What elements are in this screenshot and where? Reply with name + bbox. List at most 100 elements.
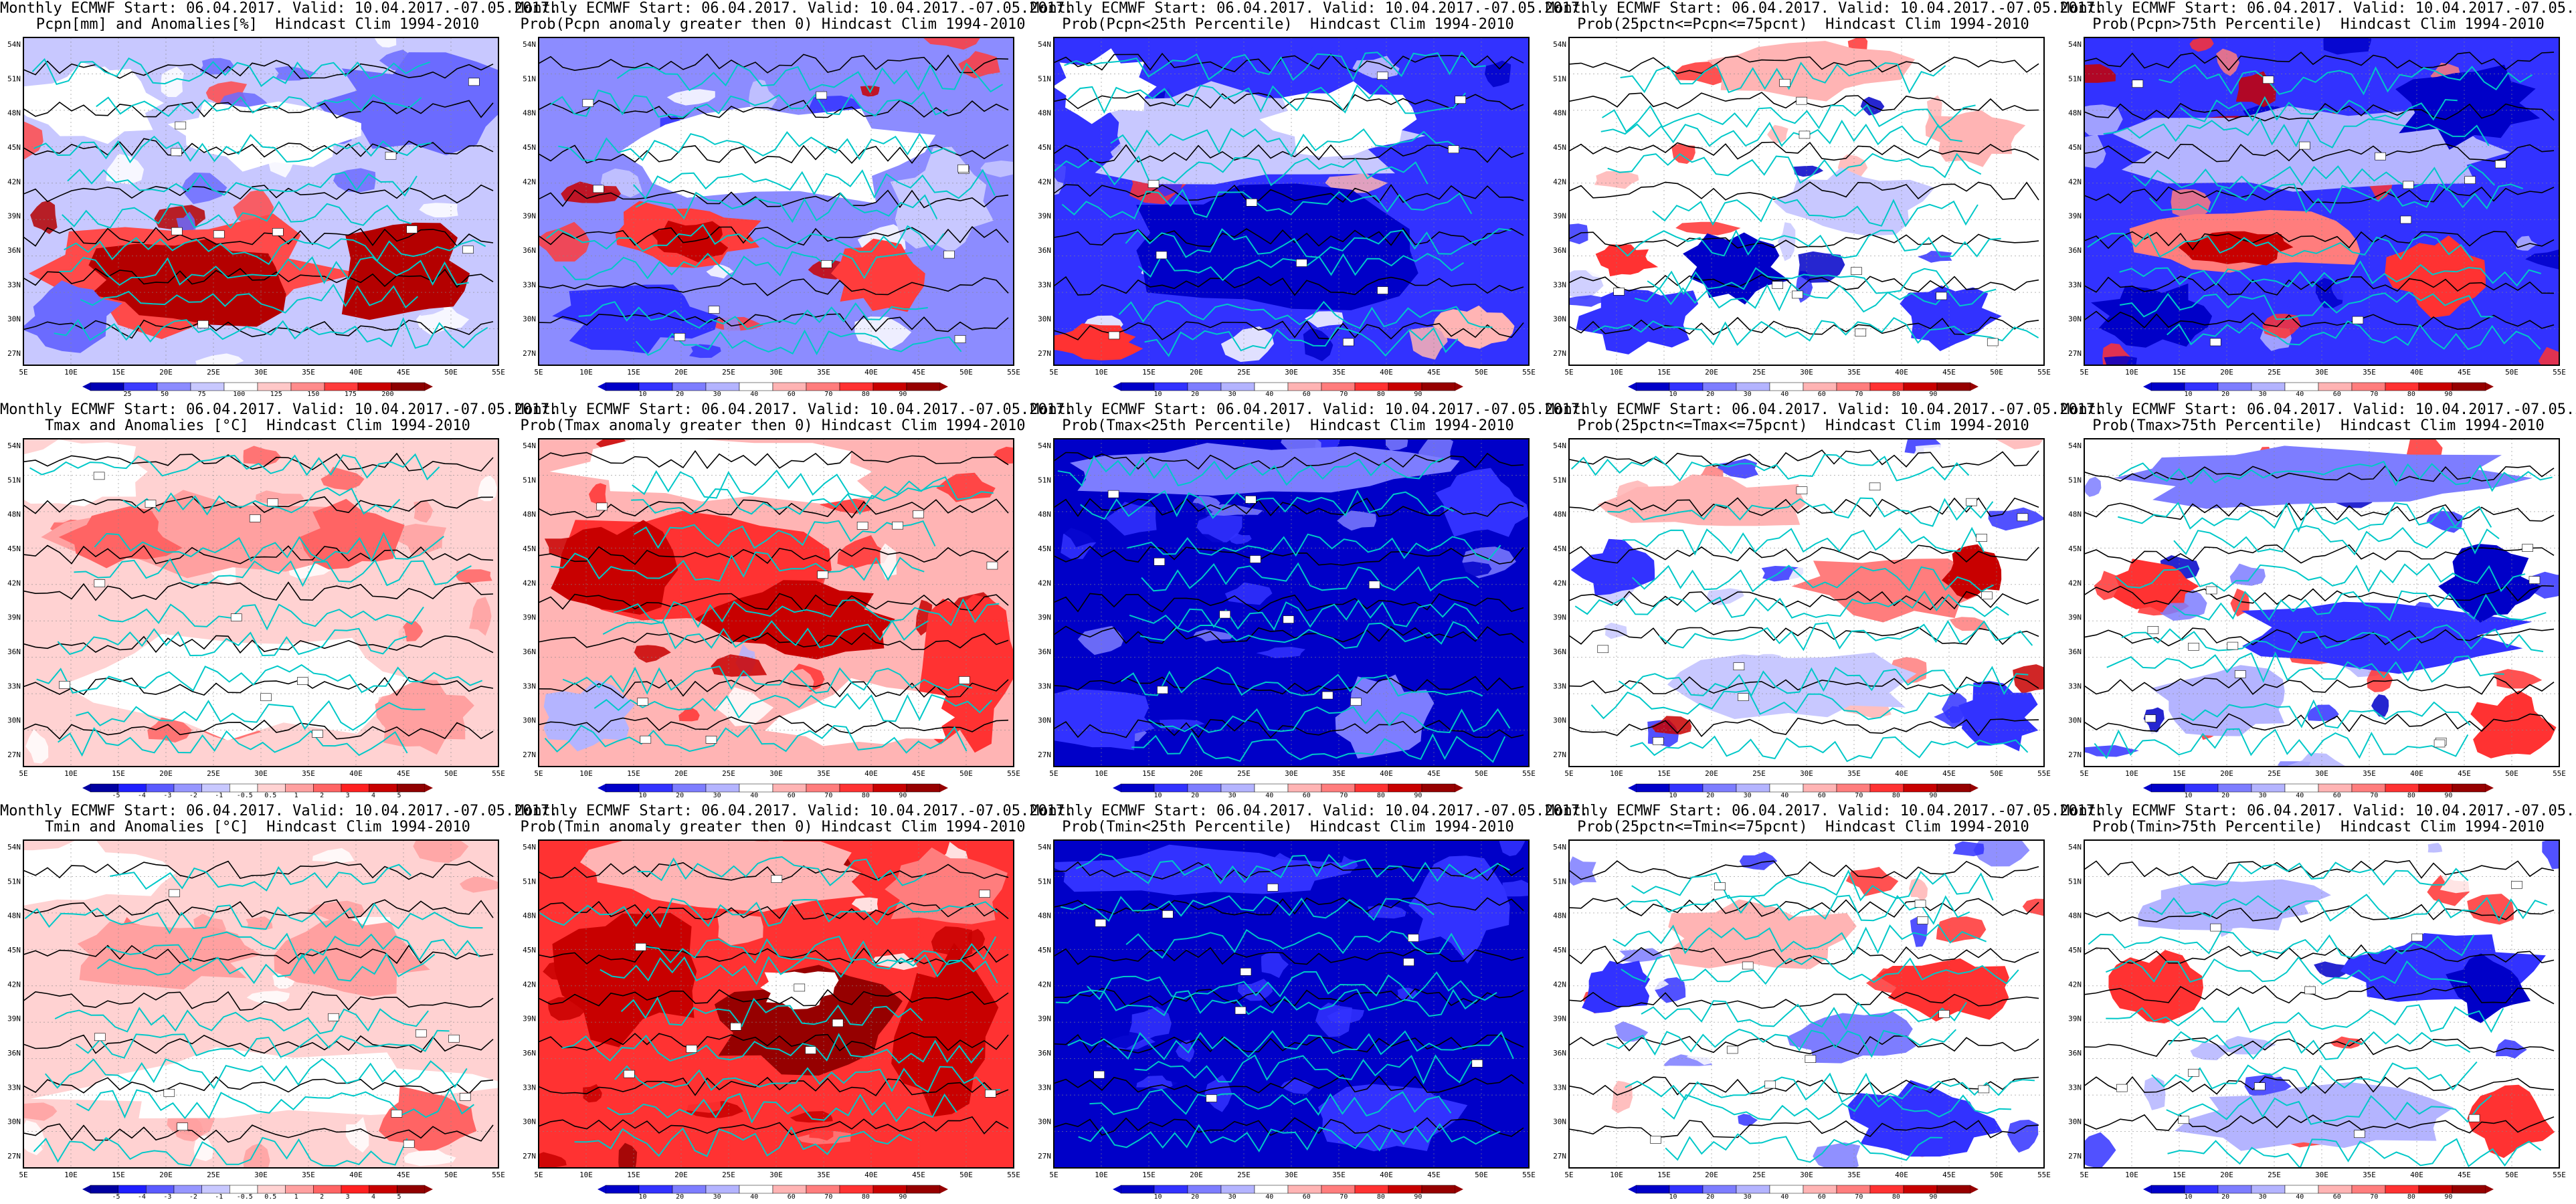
lat-tick-label: 30N [2068,716,2082,725]
lon-tick-label: 35E [2363,1171,2376,1179]
panel-title-line2: Pcpn[mm] and Anomalies[%] Hindcast Clim … [35,16,480,33]
lon-tick-label: 10E [64,1171,78,1179]
panel-title-line1: Monthly ECMWF Start: 06.04.2017. Valid: … [2061,0,2576,17]
colorbar-tick-label: 40 [2296,1193,2304,1201]
colorbar-tick-label: 90 [1929,1193,1937,1201]
colorbar-swatch [1702,382,1737,391]
lat-tick-label: 45N [7,143,21,152]
lat-tick-label: 36N [7,246,21,255]
colorbar-tick-label: 10 [639,391,647,398]
lat-tick-label: 30N [2068,315,2082,324]
map-svg: 5E 10E 15E 20E 25E 30E 35E 40E 45E 50E 55E 54N 51N 48… [1038,438,1536,799]
lon-tick-label: 50E [1475,1171,1488,1179]
lon-tick-label: 5E [534,1171,543,1179]
colorbar-tick-label: 60 [788,792,796,799]
lon-tick-label: 45E [397,368,410,377]
colorbar-swatch [1220,382,1255,391]
colorbar-swatch [2217,382,2252,391]
panel-title-line1: Monthly ECMWF Start: 06.04.2017. Valid: … [515,401,1074,418]
panel-title-line2: Prob(Tmin>75th Percentile) Hindcast Clim… [2092,819,2545,835]
lat-tick-label: 42N [1038,177,1051,186]
colorbar: 10 20 30 40 60 70 80 90 [597,783,948,799]
colorbar-tick-label: 80 [1377,391,1385,398]
panel-title-line2: Prob(Tmin<25th Percentile) Hindcast Clim… [1062,819,1514,835]
map-panel: Monthly ECMWF Start: 06.04.2017. Valid: … [0,401,558,803]
colorbar-swatch [1936,382,1971,391]
lon-tick-label: 30E [769,1171,783,1179]
lon-tick-label: 50E [444,1171,458,1179]
colorbar-tick-label: -1 [215,792,223,799]
lon-tick-label: 30E [1800,769,1813,778]
lon-tick-label: 40E [349,1171,363,1179]
colorbar-swatch [906,783,941,793]
anomaly-field [2084,840,2559,1168]
colorbar-tick-label: 50 [161,391,169,398]
lat-tick-label: 54N [1553,843,1566,851]
lat-tick-label: 45N [2068,143,2082,152]
lon-tick-label: 40E [1380,1171,1393,1179]
lon-tick-label: 35E [302,368,315,377]
lon-tick-label: 10E [1610,1171,1623,1179]
lat-tick-label: 39N [2068,212,2082,221]
colorbar-swatch [1869,1185,1904,1194]
colorbar-swatch [2418,783,2453,793]
lon-tick-label: 45E [912,769,925,778]
colorbar-swatch [1869,382,1904,391]
lat-tick-label: 39N [7,212,21,221]
lat-tick-label: 36N [1553,647,1566,656]
colorbar-swatch [201,783,230,793]
lon-tick-label: 30E [769,368,783,377]
colorbar-tick-label: 80 [862,792,870,799]
lat-tick-label: 42N [7,579,21,587]
lon-tick-label: 35E [2363,769,2376,778]
colorbar-swatch [1321,783,1356,793]
lat-tick-label: 51N [1038,877,1051,886]
colorbar-tick-label: 80 [1377,1193,1385,1201]
colorbar-swatch [2284,382,2319,391]
colorbar-swatch [1254,1185,1289,1194]
lat-tick-label: 30N [2068,1118,2082,1126]
panel-title-line1: Monthly ECMWF Start: 06.04.2017. Valid: … [2061,401,2576,418]
lat-tick-label: 27N [7,750,21,759]
lat-tick-label: 39N [523,212,536,221]
lon-tick-label: 55E [2553,769,2566,778]
lon-tick-label: 20E [2220,1171,2233,1179]
lon-tick-label: 15E [2173,1171,2186,1179]
lon-tick-label: 20E [1190,368,1203,377]
lon-tick-label: 25E [1237,1171,1251,1179]
colorbar-swatch [1388,783,1422,793]
map-panel: Monthly ECMWF Start: 06.04.2017. Valid: … [1030,803,1588,1204]
map-svg: 5E 10E 15E 20E 25E 30E 35E 40E 45E 50E 55E 54N 51N 48… [1038,839,1536,1201]
lat-tick-label: 39N [1038,1015,1051,1023]
colorbar-tick-label: 90 [2444,1193,2452,1201]
lon-tick-label: 50E [959,1171,973,1179]
lat-tick-label: 45N [1038,143,1051,152]
colorbar-tick-label: 175 [345,391,357,398]
lon-tick-label: 5E [2080,368,2088,377]
lon-tick-label: 10E [1095,368,1108,377]
colorbar-tick-label: 20 [1191,1193,1199,1201]
lat-tick-label: 42N [523,980,536,989]
lon-tick-label: 10E [1095,769,1108,778]
colorbar-swatch [1669,783,1704,793]
lat-tick-label: 51N [7,476,21,484]
colorbar-tick-label: 70 [824,792,832,799]
colorbar-tick-label: 2 [320,1193,324,1201]
lat-tick-label: 51N [523,877,536,886]
colorbar-tick-label: 30 [2259,391,2267,398]
colorbar: -5 -4 -3 -2 -1 -0.5 0.5 1 2 3 4 5 [82,1185,433,1201]
panel-title-line1: Monthly ECMWF Start: 06.04.2017. Valid: … [1546,0,2104,17]
colorbar-tick-label: 40 [750,792,758,799]
lon-tick-label: 25E [2268,769,2281,778]
panel-title-line2: Prob(Tmin anomaly greater then 0) Hindca… [520,819,1026,835]
colorbar-swatch [257,783,286,793]
colorbar-swatch [1388,382,1422,391]
lat-tick-label: 51N [2068,74,2082,83]
colorbar-swatch [257,382,292,391]
colorbar-tick-label: 10 [1154,792,1162,799]
lon-tick-label: 5E [19,368,27,377]
colorbar-tick-label: 70 [1340,391,1348,398]
lon-tick-label: 25E [1752,368,1766,377]
panel-title-line2: Prob(25pctn<=Pcpn<=75pcnt) Hindcast Clim… [1577,16,2029,33]
anomaly-field [1569,840,2044,1168]
